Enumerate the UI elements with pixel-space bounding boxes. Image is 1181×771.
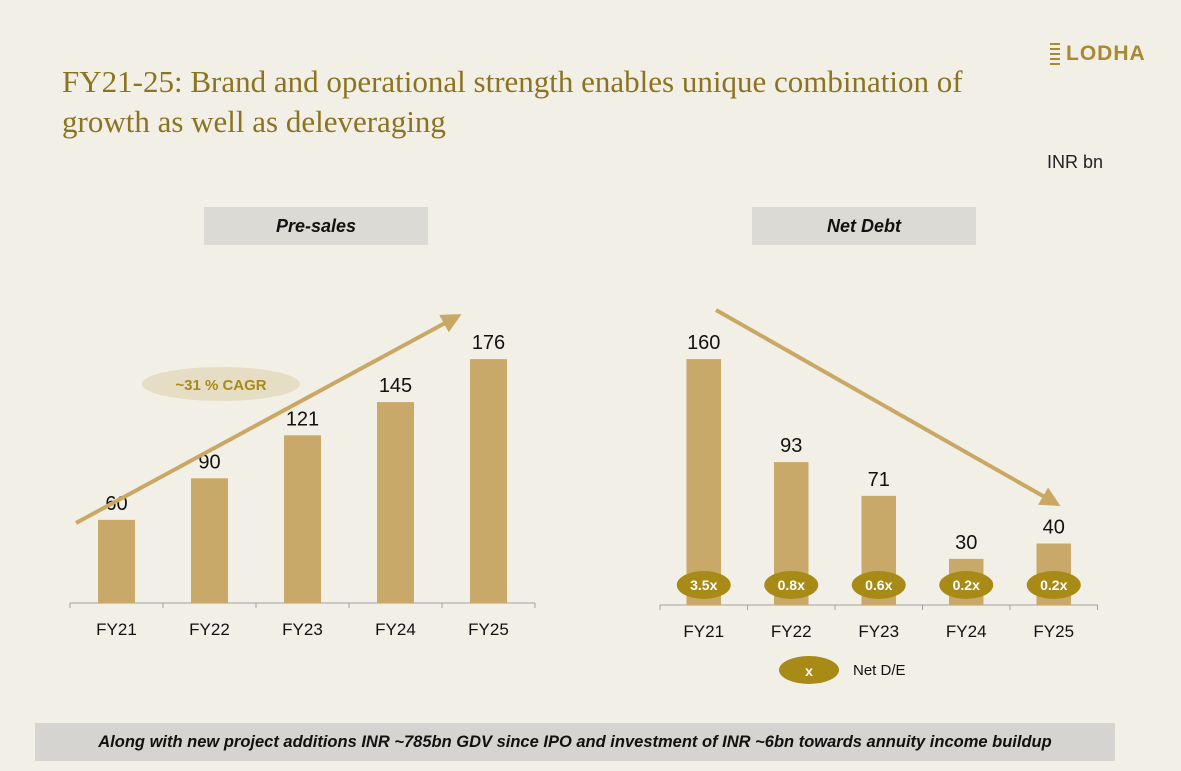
net-de-legend-label: Net D/E xyxy=(853,662,906,679)
net-debt-chart-title: Net Debt xyxy=(752,207,976,245)
presales-bar-fy22 xyxy=(191,478,228,603)
lodha-logo: LODHA xyxy=(1050,42,1146,66)
presales-value-label: 176 xyxy=(472,332,505,354)
presales-category-label: FY22 xyxy=(189,620,230,639)
netdebt-category-label: FY25 xyxy=(1033,622,1074,641)
net-de-legend-symbol: x xyxy=(805,663,813,679)
presales-value-label: 90 xyxy=(198,451,220,473)
netdebt-value-label: 30 xyxy=(955,532,977,554)
netdebt-category-label: FY21 xyxy=(683,622,724,641)
netdebt-bar-fy21 xyxy=(686,359,721,605)
netdebt-value-label: 93 xyxy=(780,435,802,457)
presales-chart-title: Pre-sales xyxy=(204,207,428,245)
presales-bar-fy24 xyxy=(377,402,414,603)
presales-value-label: 121 xyxy=(286,408,319,430)
presales-bar-fy21 xyxy=(98,519,135,603)
netdebt-value-label: 160 xyxy=(687,332,720,354)
netdebt-ratio-badge xyxy=(851,571,906,599)
netdebt-ratio-label: 0.8x xyxy=(778,577,805,593)
footer-note: Along with new project additions INR ~78… xyxy=(35,723,1115,761)
netdebt-category-label: FY23 xyxy=(858,622,899,641)
presales-value-label: 145 xyxy=(379,375,412,397)
net-de-legend-swatch xyxy=(779,656,839,684)
netdebt-ratio-badge xyxy=(939,571,994,599)
presales-bar-fy23 xyxy=(284,435,321,603)
presales-category-label: FY23 xyxy=(282,620,323,639)
logo-text: LODHA xyxy=(1066,42,1146,65)
presales-category-label: FY24 xyxy=(375,620,416,639)
netdebt-value-label: 71 xyxy=(868,469,890,491)
netdebt-ratio-label: 0.2x xyxy=(953,577,980,593)
netdebt-value-label: 40 xyxy=(1043,517,1065,539)
cagr-label: ~31 % CAGR xyxy=(175,377,266,394)
netdebt-trend-arrow xyxy=(715,308,1061,506)
netdebt-ratio-badge xyxy=(764,571,819,599)
page-title: FY21-25: Brand and operational strength … xyxy=(62,64,963,139)
netdebt-ratio-label: 0.6x xyxy=(865,577,892,593)
presales-bar-fy25 xyxy=(470,359,507,603)
netdebt-ratio-badge xyxy=(1026,571,1081,599)
netdebt-ratio-label: 3.5x xyxy=(690,577,717,593)
presales-category-label: FY25 xyxy=(468,620,509,639)
cagr-bubble xyxy=(142,367,300,401)
netdebt-category-label: FY24 xyxy=(946,622,987,641)
netdebt-ratio-label: 0.2x xyxy=(1040,577,1067,593)
unit-label: INR bn xyxy=(1046,152,1103,172)
netdebt-ratio-badge xyxy=(676,571,731,599)
presales-category-label: FY21 xyxy=(96,620,137,639)
netdebt-category-label: FY22 xyxy=(771,622,812,641)
logo-mark-icon xyxy=(1050,43,1060,65)
presales-trend-arrow xyxy=(75,314,462,525)
